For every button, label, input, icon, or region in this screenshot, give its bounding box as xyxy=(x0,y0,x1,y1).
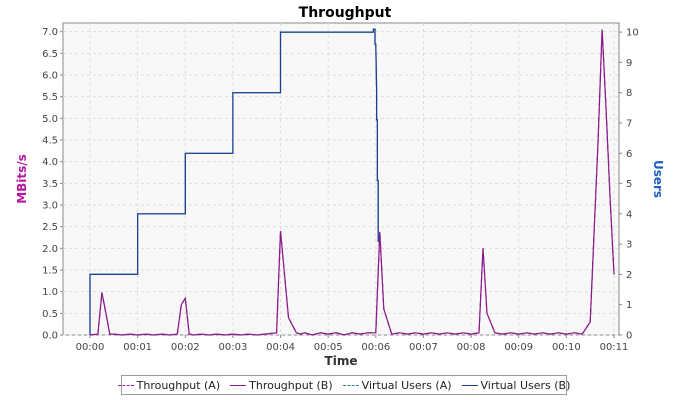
legend-item: Virtual Users (B) xyxy=(461,378,571,392)
legend-swatch xyxy=(117,384,134,386)
y-left-tick-label: 1.5 xyxy=(42,266,58,277)
legend-swatch xyxy=(461,384,478,386)
y-right-axis: 0 1 2 3 4 5 6 7 8 9 10 xyxy=(619,28,639,342)
legend-label: Throughput (B) xyxy=(249,378,333,392)
y-left-tick-label: 2.0 xyxy=(42,244,58,255)
y-left-axis: 0.0 0.5 1.0 1.5 2.0 2.5 3.0 3.5 4.0 4.5 5.0 5.5 6.0 6… xyxy=(42,27,63,342)
y-left-tick-label: 3.5 xyxy=(42,179,58,190)
y-right-tick-label: 10 xyxy=(626,28,639,39)
y-left-tick-label: 5.0 xyxy=(42,114,58,125)
y-right-tick-label: 6 xyxy=(626,149,632,160)
x-tick-label: 00:04 xyxy=(266,342,295,353)
y-left-tick-label: 1.0 xyxy=(42,287,58,298)
y-right-tick-label: 3 xyxy=(626,240,632,251)
legend-label: Virtual Users (A) xyxy=(361,378,452,392)
y-left-tick-label: 0.5 xyxy=(42,309,58,320)
series-line-virtual-users-b xyxy=(89,28,380,335)
y-left-tick-label: 3.0 xyxy=(42,201,58,212)
y-left-tick-label: 5.5 xyxy=(42,92,58,103)
legend-item: Throughput (B) xyxy=(230,379,333,392)
y-right-tick-label: 1 xyxy=(626,300,632,311)
y-left-tick-label: 0.0 xyxy=(42,331,58,342)
y-right-tick-label: 4 xyxy=(626,209,632,220)
y-left-tick-label: 4.5 xyxy=(42,136,58,147)
y-right-tick-label: 5 xyxy=(626,179,632,190)
y-left-tick-label: 4.0 xyxy=(42,157,58,168)
y-left-tick-label: 6.0 xyxy=(42,71,58,82)
series-layer xyxy=(89,28,615,336)
chart-legend: Throughput (A) Throughput (B) Virtual User… xyxy=(117,375,570,395)
x-tick-label: 00:09 xyxy=(504,342,533,353)
x-tick-label: 00:00 xyxy=(76,342,105,353)
x-tick-label: 00:05 xyxy=(314,342,343,353)
x-tick-label: 00:07 xyxy=(409,342,438,353)
series-line-throughput-b xyxy=(89,29,615,336)
grid-lines xyxy=(63,23,619,336)
legend-swatch xyxy=(342,384,359,386)
x-tick-label: 00:06 xyxy=(361,342,390,353)
x-axis: 00:00 00:01 00:02 00:03 00:04 00:05 00:06 00:07… xyxy=(76,335,629,353)
legend-item: Throughput (A) xyxy=(117,378,221,392)
x-tick-label: 00:02 xyxy=(171,342,200,353)
y-right-tick-label: 2 xyxy=(626,270,632,281)
x-tick-label: 00:08 xyxy=(457,342,486,353)
y-right-tick-label: 0 xyxy=(626,331,632,342)
legend-swatch xyxy=(230,384,247,386)
legend-label: Virtual Users (B) xyxy=(480,378,571,392)
plot-area xyxy=(62,22,620,336)
y-left-tick-label: 7.0 xyxy=(42,27,58,38)
y-left-tick-label: 2.5 xyxy=(42,222,58,233)
x-tick-label: 00:01 xyxy=(123,342,152,353)
y-right-tick-label: 7 xyxy=(626,118,632,129)
y-left-tick-label: 6.5 xyxy=(42,49,58,60)
x-tick-label: 00:11 xyxy=(600,342,629,353)
x-axis-label: Time xyxy=(325,354,358,368)
x-tick-label: 00:10 xyxy=(552,342,581,353)
x-tick-label: 00:03 xyxy=(218,342,247,353)
y-right-tick-label: 8 xyxy=(626,88,632,99)
y-right-tick-label: 9 xyxy=(626,58,632,69)
y-right-axis-label: Users xyxy=(651,160,665,198)
chart-title: Throughput xyxy=(299,5,392,21)
y-left-axis-label: MBits/s xyxy=(15,154,29,204)
legend-label: Throughput (A) xyxy=(136,378,221,392)
legend-item: Virtual Users (A) xyxy=(342,378,452,392)
